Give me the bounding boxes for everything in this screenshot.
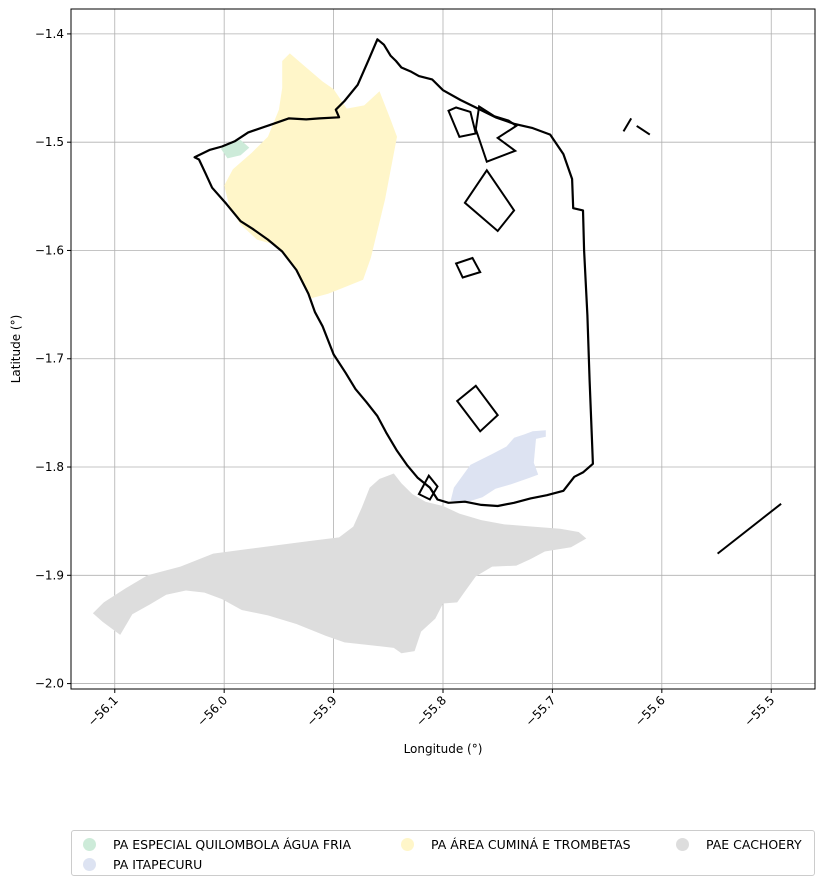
x-tick-label: −55.8 (413, 693, 449, 729)
x-tick-label: −56.1 (85, 693, 121, 729)
y-tick-label: −1.9 (35, 568, 64, 582)
legend-item-cachoery: PAE CACHOERY (676, 837, 802, 852)
parcel-outline (417, 473, 439, 501)
parcel-outline (463, 168, 516, 233)
legend-swatch (83, 838, 96, 851)
y-tick-label: −1.7 (35, 352, 64, 366)
parcel-outline (474, 104, 519, 164)
x-tick-label: −55.7 (523, 693, 559, 729)
x-tick-label: −55.9 (304, 693, 340, 729)
boundary-outlines (193, 38, 782, 555)
y-tick-label: −1.8 (35, 460, 64, 474)
legend-item-itapecuru: PA ITAPECURU (83, 857, 202, 872)
legend-swatch (83, 858, 96, 871)
boundary-segment (622, 117, 633, 132)
legend-label: PA ÁREA CUMINÁ E TROMBETAS (431, 837, 631, 852)
boundary-segment (716, 503, 782, 555)
settlement-area (450, 430, 546, 503)
y-tick-label: −1.5 (35, 135, 64, 149)
legend-swatch (401, 838, 414, 851)
x-tick-label: −56.0 (194, 693, 230, 729)
parcel-outline (447, 106, 478, 138)
parcel-outline (454, 256, 482, 279)
parcel-outline (455, 384, 500, 433)
legend-label: PA ITAPECURU (113, 857, 203, 872)
y-tick-label: −1.4 (35, 27, 64, 41)
legend: PA ESPECIAL QUILOMBOLA ÁGUA FRIA PA ÁREA… (71, 830, 815, 876)
legend-label: PA ESPECIAL QUILOMBOLA ÁGUA FRIA (113, 837, 352, 852)
legend-item-cumina-trombetas: PA ÁREA CUMINÁ E TROMBETAS (401, 837, 631, 852)
legend-swatch (676, 838, 689, 851)
settlement-area (224, 53, 397, 299)
settlement-fills (92, 53, 587, 654)
legend-item-agua-fria: PA ESPECIAL QUILOMBOLA ÁGUA FRIA (83, 837, 351, 852)
boundary-segment (636, 125, 651, 136)
settlement-area (92, 473, 587, 654)
legend-label: PAE CACHOERY (706, 837, 802, 852)
y-tick-label: −1.6 (35, 243, 64, 257)
x-axis-label: Longitude (°) (404, 742, 483, 756)
y-axis-label: Latitude (°) (9, 315, 23, 384)
x-tick-label: −55.5 (741, 693, 777, 729)
y-tick-label: −2.0 (35, 677, 64, 691)
x-tick-label: −55.6 (632, 693, 668, 729)
settlement-area (220, 140, 250, 159)
